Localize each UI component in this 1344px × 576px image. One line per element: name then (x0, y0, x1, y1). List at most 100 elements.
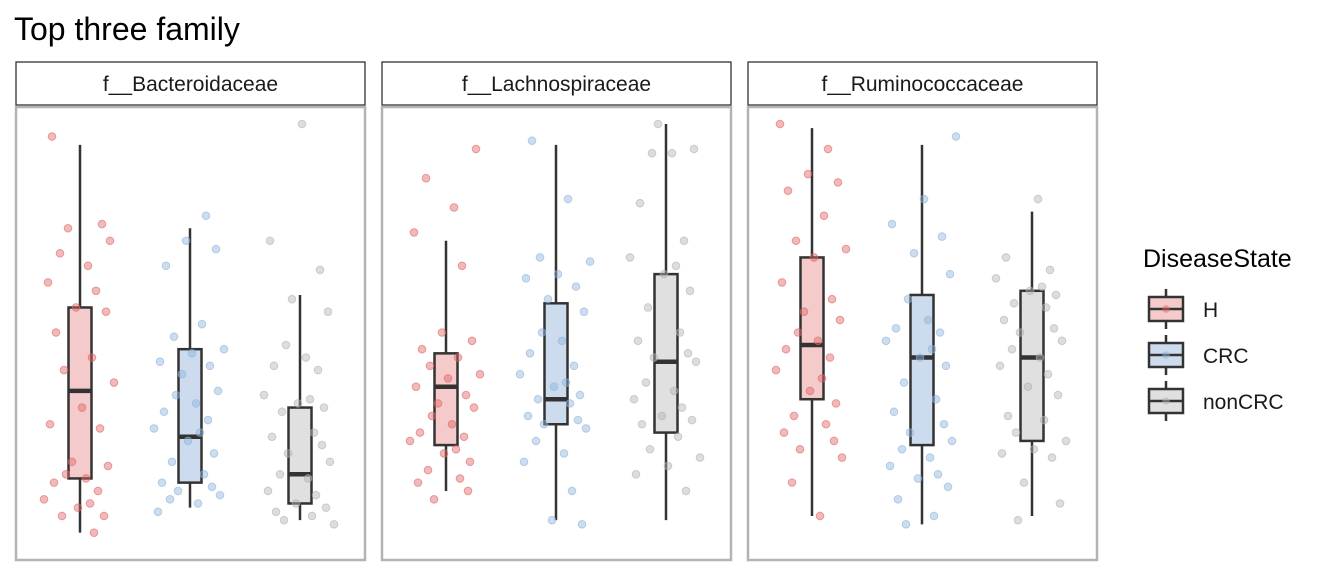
data-point (201, 211, 211, 221)
facet-strip (381, 61, 732, 106)
data-point (781, 344, 791, 354)
box (543, 302, 569, 426)
data-point (1029, 444, 1039, 454)
data-point (199, 469, 209, 479)
data-point (685, 286, 695, 296)
data-point (533, 394, 543, 404)
data-point (771, 365, 781, 375)
data-point (319, 403, 329, 412)
data-point (57, 511, 67, 521)
data-point (1035, 353, 1045, 362)
data-point (421, 173, 431, 183)
boxplot-H (39, 132, 119, 537)
data-point (991, 273, 1001, 283)
facet-panel: f__Lachnospiraceae (380, 61, 733, 562)
facet-strip (747, 61, 1098, 106)
data-point (919, 194, 929, 204)
data-point (803, 169, 813, 179)
data-point (543, 294, 553, 304)
data-point (307, 511, 317, 521)
data-point (317, 440, 327, 450)
data-point (539, 419, 549, 429)
legend-label: nonCRC (1203, 391, 1284, 414)
data-point (63, 223, 73, 233)
box (177, 347, 203, 484)
data-point (425, 361, 435, 371)
legend-keys: H CRC nonCRC (1147, 289, 1284, 421)
data-point (87, 353, 97, 362)
data-point (681, 486, 691, 496)
boxplot-H (771, 119, 851, 521)
legend-point (1162, 397, 1170, 405)
data-point (109, 378, 119, 387)
data-point (827, 294, 837, 304)
data-point (823, 144, 833, 154)
data-point (633, 336, 643, 346)
data-point (887, 219, 897, 229)
data-point (215, 490, 225, 500)
data-point (303, 474, 313, 483)
data-point (521, 273, 531, 283)
data-point (581, 424, 591, 433)
data-point (211, 244, 221, 254)
data-point (829, 436, 839, 446)
boxplot-CRC (515, 136, 595, 529)
data-point (167, 457, 177, 467)
facet-panels: f__Bacteroidaceae f__Lachnospiraceae f__Ru… (14, 61, 1099, 562)
data-point (177, 369, 187, 379)
data-point (309, 428, 319, 437)
data-point (1007, 344, 1017, 354)
data-point (1013, 515, 1023, 525)
data-point (169, 332, 179, 341)
data-point (1055, 499, 1065, 508)
data-point (449, 203, 459, 212)
data-point (663, 461, 673, 471)
data-point (519, 457, 529, 467)
data-point (1057, 336, 1067, 346)
data-point (61, 469, 71, 479)
data-point (573, 415, 583, 425)
data-point (271, 507, 281, 517)
data-point (297, 119, 307, 129)
facet-panel: f__Bacteroidaceae (14, 61, 367, 562)
data-point (55, 248, 65, 258)
data-point (927, 344, 937, 354)
data-point (951, 132, 961, 141)
data-point (465, 457, 475, 467)
data-point (881, 336, 891, 346)
data-point (423, 465, 433, 475)
data-point (321, 503, 331, 512)
data-point (157, 478, 167, 487)
legend-label: CRC (1203, 345, 1249, 368)
data-point (193, 499, 203, 508)
data-point (625, 253, 635, 262)
data-point (941, 361, 951, 371)
data-point (1003, 411, 1013, 421)
data-point (83, 261, 93, 271)
data-point (413, 478, 423, 487)
data-point (945, 269, 955, 279)
data-point (995, 361, 1005, 371)
data-point (433, 399, 443, 408)
data-point (659, 269, 669, 279)
facet-panel: f__Ruminococcaceae (746, 61, 1099, 562)
data-point (265, 236, 275, 246)
data-point (277, 407, 287, 417)
data-point (103, 461, 113, 471)
data-point (525, 349, 535, 358)
data-point (817, 374, 827, 383)
data-point (897, 444, 907, 454)
data-point (405, 436, 415, 446)
data-point (1033, 194, 1043, 204)
data-point (1061, 436, 1071, 446)
data-point (837, 453, 847, 462)
data-point (45, 419, 55, 429)
data-point (71, 303, 81, 312)
data-point (455, 474, 465, 483)
data-point (673, 432, 683, 442)
data-point (947, 436, 957, 446)
data-point (893, 495, 903, 504)
data-point (675, 328, 685, 337)
data-point (835, 315, 845, 325)
data-point (841, 244, 851, 254)
